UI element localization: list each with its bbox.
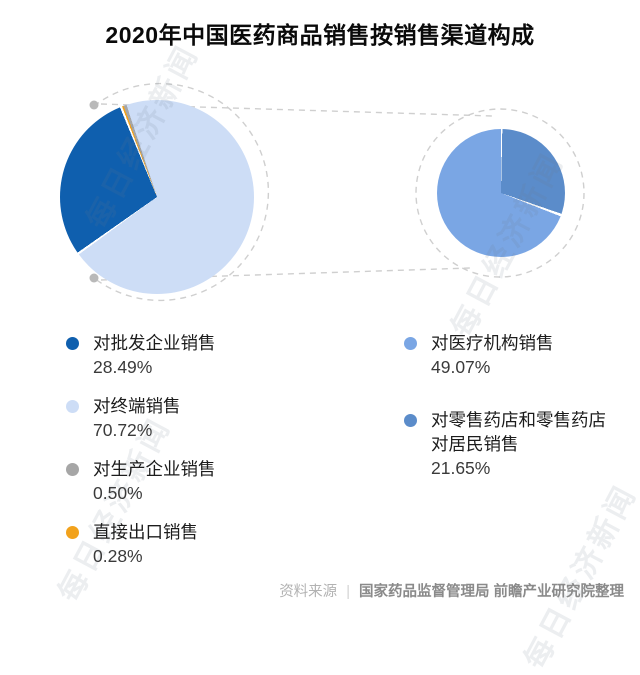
legend-item-export: 直接出口销售 0.28%	[66, 520, 316, 568]
legend-value: 0.50%	[93, 483, 143, 503]
page-title: 2020年中国医药商品销售按销售渠道构成	[105, 22, 535, 48]
source-label: 资料来源	[279, 584, 338, 600]
legend-value: 28.49%	[93, 357, 153, 377]
legend-value: 70.72%	[93, 420, 153, 440]
legend-item-medical-institutions: 对医疗机构销售 49.07%	[404, 331, 619, 379]
legend-item-retail-pharmacy: 对零售药店和零售药店对居民销售 21.65%	[404, 408, 619, 480]
legend-label: 对终端销售	[93, 396, 181, 416]
legend-right-column: 对医疗机构销售 49.07% 对零售药店和零售药店对居民销售 21.65%	[404, 331, 619, 509]
legend-value: 0.28%	[93, 546, 143, 566]
pie-connector-decoration	[89, 82, 585, 302]
legend-swatch-terminal	[66, 400, 79, 413]
legend-label: 对医疗机构销售	[431, 333, 554, 353]
source-footer: 资料来源 | 国家药品监督管理局 前瞻产业研究院整理	[279, 583, 624, 601]
right-dashed-circle	[415, 108, 585, 278]
legend-swatch-retail	[404, 414, 417, 427]
legend-swatch-manufacturer	[66, 463, 79, 476]
legend-swatch-medical	[404, 337, 417, 350]
legend-left-column: 对批发企业销售 28.49% 对终端销售 70.72% 对生产企业销售 0.50…	[66, 331, 316, 583]
legend-value: 49.07%	[431, 357, 491, 377]
legend-label: 对生产企业销售	[93, 459, 216, 479]
source-text: 国家药品监督管理局 前瞻产业研究院整理	[358, 584, 624, 600]
source-separator: |	[346, 584, 350, 600]
legend-item-manufacturer: 对生产企业销售 0.50%	[66, 457, 316, 505]
anchor-dot-top	[89, 100, 99, 110]
legend-swatch-wholesale	[66, 337, 79, 350]
chart-area: 每日经济新闻 每日经济新闻 每日经济新闻 每日经济新闻	[53, 39, 640, 675]
legend-value: 21.65%	[431, 458, 491, 478]
legend-label: 直接出口销售	[93, 522, 198, 542]
legend-swatch-export	[66, 526, 79, 539]
pie-main-sales-channels	[60, 100, 254, 294]
legend-label: 对零售药店和零售药店对居民销售	[431, 410, 606, 454]
legend-label: 对批发企业销售	[93, 333, 216, 353]
legend-item-wholesale: 对批发企业销售 28.49%	[66, 331, 316, 379]
left-dashed-circle	[93, 82, 270, 302]
pie-terminal-breakdown	[437, 129, 565, 257]
anchor-dot-bottom	[89, 273, 99, 283]
legend-item-terminal: 对终端销售 70.72%	[66, 394, 316, 442]
